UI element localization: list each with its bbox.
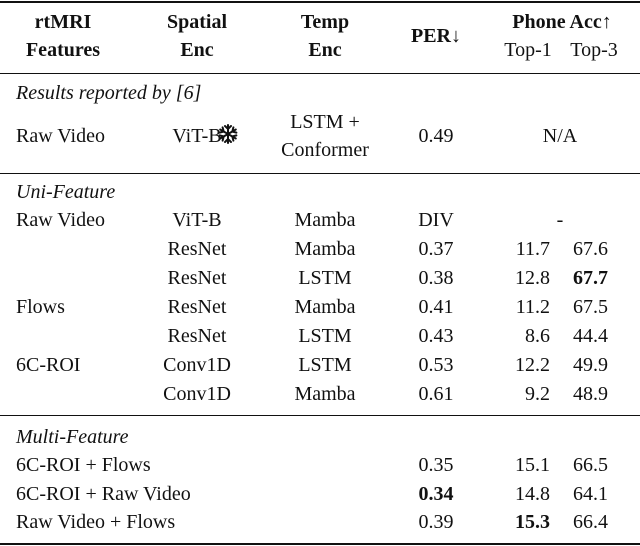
cell: 9.2	[525, 383, 550, 405]
section-rule	[0, 173, 640, 174]
cell: 66.4	[573, 511, 608, 534]
header-cell: Enc	[180, 39, 214, 61]
cell: 0.37	[418, 238, 454, 260]
cell: -	[556, 209, 564, 231]
cell: 15.3	[515, 511, 550, 534]
cell: 67.7	[573, 267, 608, 289]
cell: 44.4	[573, 325, 608, 347]
cell: LSTM	[298, 267, 352, 289]
header-cell: Phone Acc↑	[512, 11, 612, 33]
cell: 0.43	[418, 325, 454, 347]
cell: 11.2	[515, 296, 550, 318]
header-cell: Temp	[300, 11, 350, 33]
cell: 0.39	[418, 511, 454, 534]
cell: 67.6	[573, 238, 608, 260]
cell: ResNet	[167, 238, 227, 260]
cell: 8.6	[525, 325, 550, 347]
cell: Flows	[16, 296, 65, 318]
cell: ViT-B	[172, 125, 222, 147]
cell: LSTM	[298, 354, 352, 376]
section-title: Uni-Feature	[16, 181, 116, 203]
cell: 66.5	[573, 454, 608, 476]
cell: ResNet	[167, 325, 227, 347]
header-cell: Top-1	[504, 39, 552, 61]
cell: 6C-ROI	[16, 354, 81, 376]
cell: 0.61	[418, 383, 454, 405]
cell: 6C-ROI + Raw Video	[16, 482, 191, 505]
cell: 0.38	[418, 267, 454, 289]
cell: ViT-B	[172, 209, 222, 231]
header-cell: Enc	[308, 39, 342, 61]
cell: DIV	[418, 209, 454, 231]
header-cell: rtMRI	[34, 11, 92, 33]
cell: 12.2	[515, 354, 550, 376]
cell: 0.34	[418, 482, 454, 505]
top-rule	[0, 1, 640, 3]
cell: 6C-ROI + Flows	[16, 454, 151, 476]
cell: ResNet	[167, 296, 227, 318]
section-title: Results reported by [6]	[16, 82, 202, 104]
cell: Mamba	[294, 238, 356, 260]
section-rule	[0, 415, 640, 416]
cell: 14.8	[515, 482, 550, 505]
cell: 0.35	[418, 454, 454, 476]
frozen-icon	[218, 124, 238, 144]
cell: Raw Video	[16, 125, 105, 147]
cell: N/A	[542, 125, 578, 147]
cell: ResNet	[167, 267, 227, 289]
cell: Conv1D	[163, 354, 231, 376]
cell: 0.53	[418, 354, 454, 376]
header-rule	[0, 73, 640, 74]
cell: 12.8	[515, 267, 550, 289]
cell: 49.9	[573, 354, 608, 376]
cell: 15.1	[515, 454, 550, 476]
cell: Mamba	[294, 296, 356, 318]
cell: Mamba	[294, 383, 356, 405]
cell: Raw Video + Flows	[16, 511, 176, 534]
cell: LSTM +	[290, 111, 360, 133]
cell: Raw Video	[16, 209, 105, 231]
header-cell: Features	[25, 39, 101, 61]
bottom-rule	[0, 543, 640, 545]
header-cell: Top-3	[570, 39, 618, 61]
cell: 11.7	[515, 238, 550, 260]
cell: 0.49	[418, 125, 454, 147]
cell: LSTM	[298, 325, 352, 347]
cell: Mamba	[294, 209, 356, 231]
header-cell: Spatial	[166, 11, 228, 33]
cell: 48.9	[573, 383, 608, 405]
cell: 67.5	[573, 296, 608, 318]
cell: 0.41	[418, 296, 454, 318]
header-cell: PER↓	[411, 25, 461, 47]
cell: 64.1	[573, 482, 608, 505]
section-title: Multi-Feature	[16, 426, 129, 448]
cell: Conv1D	[163, 383, 231, 405]
cell: Conformer	[281, 139, 369, 161]
